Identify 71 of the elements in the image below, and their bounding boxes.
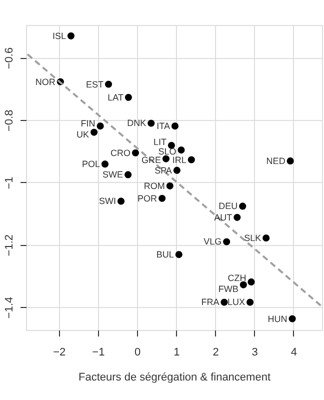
annotation: DNK xyxy=(127,118,146,128)
annotation: EST xyxy=(86,79,104,90)
x-tick-label: 1 xyxy=(174,346,180,358)
annotation: FWB xyxy=(218,284,238,294)
annotation: SLO xyxy=(158,146,176,156)
point xyxy=(90,128,98,136)
x-tick-label: 0 xyxy=(134,346,141,358)
annotation: DEU xyxy=(218,201,238,212)
x-axis-title: Facteurs de ségrégation & financement xyxy=(78,372,271,384)
x-tick-label: −1 xyxy=(92,346,105,358)
point xyxy=(246,298,254,306)
annotation: SPA xyxy=(154,166,172,176)
point xyxy=(101,160,109,168)
annotation: CRO xyxy=(110,148,130,158)
point xyxy=(188,156,195,164)
x-tick-label: 4 xyxy=(290,346,298,358)
point xyxy=(262,234,270,242)
annotation: VLG xyxy=(204,236,222,247)
annotation: LIT xyxy=(153,137,167,148)
annotation: SWI xyxy=(99,196,116,206)
point xyxy=(158,194,166,202)
point xyxy=(132,149,140,156)
annotation: POL xyxy=(82,159,100,170)
point xyxy=(173,166,180,174)
point xyxy=(234,214,241,221)
point xyxy=(286,157,294,164)
y-tick-label: −0.6 xyxy=(4,47,16,70)
x-tick-label: 2 xyxy=(212,346,219,358)
point xyxy=(166,182,174,190)
point xyxy=(178,146,185,154)
y-tick-label: −1 xyxy=(4,176,16,190)
annotation: ITA xyxy=(156,121,170,132)
annotation: HUN xyxy=(268,314,288,324)
point xyxy=(96,122,104,130)
point xyxy=(175,251,182,258)
point xyxy=(104,80,112,88)
x-tick-label: −2 xyxy=(53,346,66,358)
annotation: GRE xyxy=(141,154,161,165)
point xyxy=(148,120,155,127)
point xyxy=(67,32,75,40)
point xyxy=(220,298,228,306)
annotation: LAT xyxy=(108,92,124,102)
point xyxy=(171,122,179,130)
annotation: NED xyxy=(266,156,286,166)
y-tick-label: −0.8 xyxy=(4,110,16,132)
annotation: ISL xyxy=(52,30,66,41)
x-tick-label: 3 xyxy=(252,346,258,358)
point xyxy=(124,171,132,178)
annotation: IRL xyxy=(172,155,186,166)
y-tick-label: −1.4 xyxy=(4,296,16,319)
annotation: CZH xyxy=(228,272,246,283)
point xyxy=(223,238,230,246)
point xyxy=(124,94,132,101)
annotation: SLK xyxy=(244,233,262,243)
point xyxy=(239,202,246,210)
annotation: SWE xyxy=(102,170,124,180)
annotation: ROM xyxy=(144,180,165,191)
annotation: UK xyxy=(76,130,90,140)
annotation: AUT xyxy=(214,212,233,222)
annotation: BUL xyxy=(156,250,174,260)
point xyxy=(288,315,296,322)
annotation: FIN xyxy=(80,118,96,129)
annotation: POR xyxy=(138,193,158,204)
y-tick-label: −1.2 xyxy=(4,234,16,256)
annotation: FRA xyxy=(201,297,220,308)
point xyxy=(117,198,125,205)
annotation: LUX xyxy=(228,297,246,308)
point xyxy=(240,281,247,288)
point xyxy=(162,155,170,162)
annotation: NOR xyxy=(35,76,56,87)
point xyxy=(248,278,255,286)
